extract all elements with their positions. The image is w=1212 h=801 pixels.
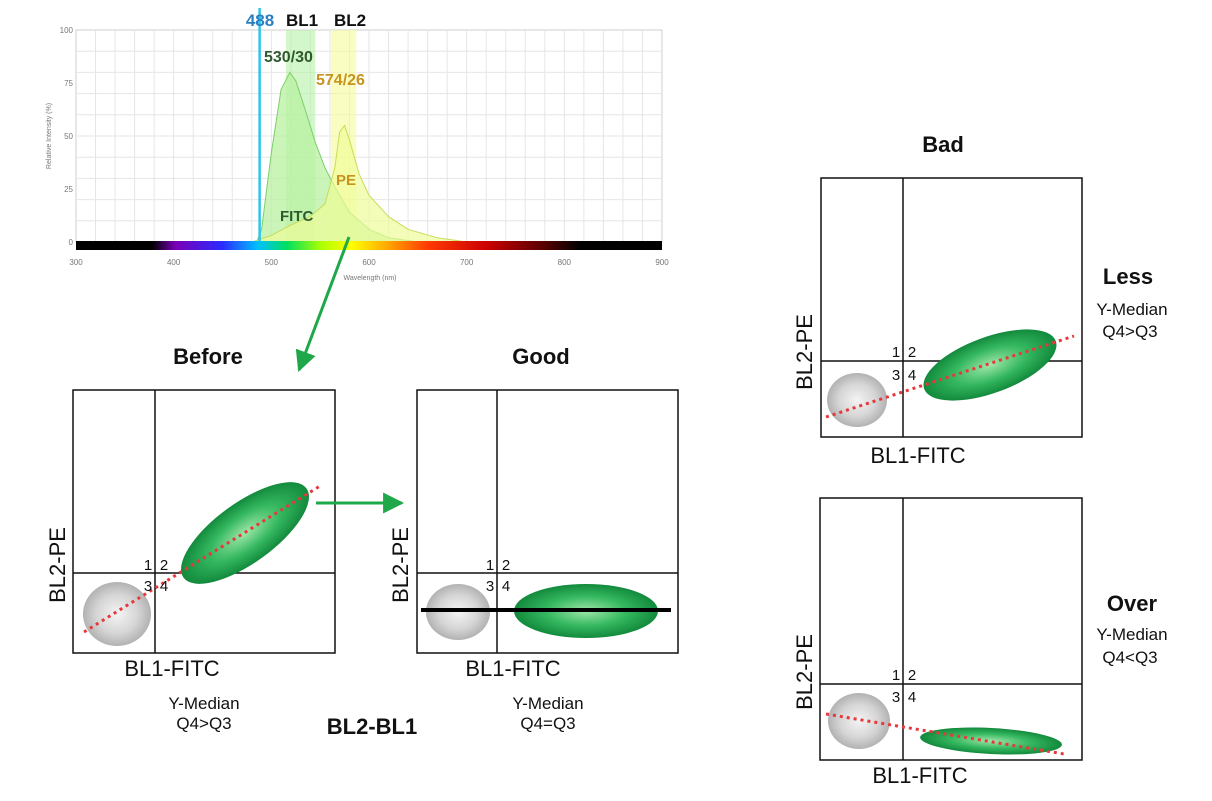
over-q3: 3 — [892, 689, 900, 706]
filter-574-26-label: 574/26 — [316, 72, 365, 89]
bl1-label: BL1 — [286, 11, 318, 30]
less-panel: Bad 1 2 3 4 BL2-PE BL1-FITC Less Y-Media… — [792, 132, 1168, 468]
pe-emission-curve — [251, 124, 467, 243]
over-panel: 1 2 3 4 BL2-PE BL1-FITC Over Y-Median Q4… — [792, 497, 1168, 788]
less-negative-population — [827, 373, 887, 427]
spectrum-chart: 0 25 50 75 100 300 400 500 600 700 800 900 Relativ… — [46, 8, 669, 282]
good-caption-1: Y-Median — [512, 694, 583, 713]
over-q4: 4 — [908, 689, 916, 706]
bl2-label: BL2 — [334, 11, 366, 30]
over-x-axis-label: BL1-FITC — [872, 763, 967, 788]
before-q4: 4 — [160, 578, 168, 595]
x-tick-label: 900 — [655, 258, 669, 267]
good-title: Good — [512, 344, 569, 369]
bottom-title: BL2-BL1 — [327, 714, 417, 739]
y-tick-label: 0 — [69, 238, 74, 247]
before-trend-line — [83, 484, 321, 634]
less-positive-population — [923, 329, 1057, 401]
over-title: Over — [1107, 591, 1158, 616]
before-x-axis-label: BL1-FITC — [124, 656, 219, 681]
before-q1: 1 — [144, 557, 152, 574]
y-tick-label: 50 — [64, 132, 73, 141]
good-y-axis-label: BL2-PE — [388, 527, 413, 603]
x-tick-label: 300 — [69, 258, 83, 267]
pe-label: PE — [336, 172, 356, 189]
x-tick-label: 800 — [558, 258, 572, 267]
good-x-axis-label: BL1-FITC — [465, 656, 560, 681]
less-title: Less — [1103, 264, 1153, 289]
over-caption-2: Q4<Q3 — [1102, 648, 1157, 667]
before-caption-2: Q4>Q3 — [176, 714, 231, 733]
before-q3: 3 — [144, 578, 152, 595]
over-y-axis-label: BL2-PE — [792, 634, 817, 710]
y-tick-label: 75 — [64, 79, 73, 88]
less-caption-1: Y-Median — [1096, 300, 1167, 319]
x-tick-label: 700 — [460, 258, 474, 267]
fitc-label: FITC — [280, 208, 313, 225]
good-q3: 3 — [486, 578, 494, 595]
over-caption-1: Y-Median — [1096, 625, 1167, 644]
less-q2: 2 — [908, 344, 916, 361]
over-negative-population — [828, 693, 890, 749]
less-y-axis-label: BL2-PE — [792, 314, 817, 390]
before-y-axis-label: BL2-PE — [45, 527, 70, 603]
less-q1: 1 — [892, 344, 900, 361]
before-title: Before — [173, 344, 243, 369]
less-q4: 4 — [908, 367, 916, 384]
good-q1: 1 — [486, 557, 494, 574]
less-trend-line — [825, 334, 1075, 419]
less-q3: 3 — [892, 367, 900, 384]
y-tick-label: 25 — [64, 185, 73, 194]
wavelength-spectrum-bar — [76, 241, 662, 250]
over-q1: 1 — [892, 667, 900, 684]
good-q2: 2 — [502, 557, 510, 574]
before-panel: Before 1 2 3 4 BL2-PE BL1-FITC Y-Median … — [45, 344, 336, 733]
less-x-axis-label: BL1-FITC — [870, 443, 965, 468]
less-caption-2: Q4>Q3 — [1102, 322, 1157, 341]
good-panel: Good 1 2 3 4 BL2-PE BL1-FITC Y-Median Q4… — [388, 344, 679, 733]
x-tick-label: 600 — [362, 258, 376, 267]
over-trend-line — [825, 712, 1065, 756]
before-negative-population — [83, 582, 151, 646]
y-tick-labels: 0 25 50 75 100 — [60, 26, 74, 247]
over-q2: 2 — [908, 667, 916, 684]
before-q2: 2 — [160, 557, 168, 574]
y-tick-label: 100 — [60, 26, 74, 35]
spectrum-x-axis-label: Wavelength (nm) — [343, 275, 396, 282]
x-tick-labels: 300 400 500 600 700 800 900 — [69, 258, 669, 267]
gridlines — [76, 30, 662, 242]
good-caption-2: Q4=Q3 — [520, 714, 575, 733]
bad-title: Bad — [922, 132, 964, 157]
filter-530-30-label: 530/30 — [264, 49, 313, 66]
x-tick-label: 400 — [167, 258, 181, 267]
before-caption-1: Y-Median — [168, 694, 239, 713]
good-q4: 4 — [502, 578, 510, 595]
laser-488-label: 488 — [246, 11, 274, 30]
x-tick-label: 500 — [265, 258, 279, 267]
arrow-spectrum-to-before — [295, 236, 351, 372]
spectrum-y-axis-label: Relative Intensity (%) — [46, 103, 53, 169]
